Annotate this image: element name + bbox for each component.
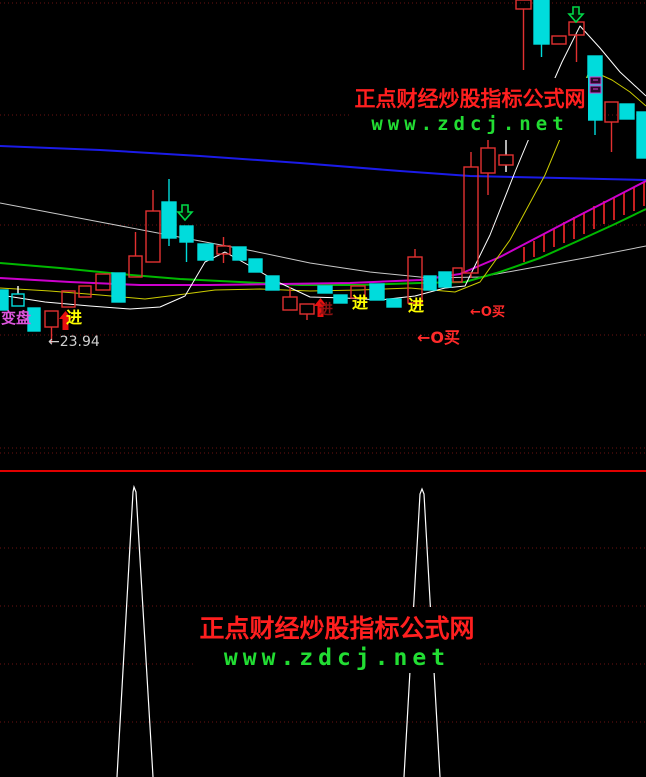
- label-jin-1: 进: [66, 308, 83, 327]
- label-jin-2: 进: [319, 302, 333, 318]
- sell-down-arrow-icon: [567, 6, 585, 24]
- candle-body: [179, 225, 194, 243]
- buy-up-arrow-icon: [59, 311, 72, 330]
- candle-body: [438, 271, 452, 288]
- candle-body: [386, 298, 402, 308]
- candle-body: [619, 103, 635, 120]
- candle-body: [61, 290, 76, 308]
- candle-body: [407, 256, 423, 304]
- watermark-title-bottom: 正点财经炒股指标公式网: [199, 614, 475, 643]
- candle-body: [604, 101, 619, 123]
- candle-body: [551, 35, 567, 45]
- watermark-title-top: 正点财经炒股指标公式网: [354, 87, 586, 111]
- label-buy-signal-1: ←O买: [470, 305, 505, 320]
- candle-body: [0, 289, 9, 311]
- candle-body: [145, 210, 161, 263]
- sell-down-arrow-icon: [176, 204, 194, 222]
- candle-body: [333, 294, 348, 304]
- candle-body: [128, 255, 143, 278]
- watermark-url-bottom: www.zdcj.net: [223, 645, 451, 671]
- candle-body: [11, 293, 25, 307]
- candle-body: [216, 245, 231, 255]
- candle-body: [44, 310, 59, 328]
- candle-body: [369, 283, 385, 301]
- buy-up-arrow-icon: [314, 298, 327, 317]
- candle-body: [452, 267, 463, 283]
- candle-body: [111, 272, 126, 303]
- candle-body: [232, 246, 247, 261]
- spike-2: [403, 487, 441, 777]
- candle-body: [423, 275, 437, 291]
- candle-body: [480, 147, 496, 174]
- ma-gray-long: [0, 202, 646, 279]
- candle-body: [317, 285, 333, 294]
- candle-body: [95, 273, 111, 291]
- ma-magenta: [0, 180, 646, 286]
- candle-body: [498, 154, 514, 166]
- ma-white-short: [0, 25, 646, 310]
- candle-body: [282, 296, 298, 311]
- label-bianpan: 变盘: [1, 309, 32, 327]
- candle-body: [515, 0, 532, 10]
- watermark-box-top: 正点财经炒股指标公式网 www.zdcj.net: [352, 78, 588, 140]
- candle-body: [78, 285, 92, 298]
- ma-blue: [0, 145, 646, 181]
- candle-body: [299, 303, 315, 315]
- ma-green: [0, 208, 646, 286]
- candle-body: [248, 258, 263, 273]
- watermark-box-bottom: 正点财经炒股指标公式网 www.zdcj.net: [194, 607, 480, 673]
- candle-body: [161, 201, 177, 239]
- candle-body: [27, 307, 41, 332]
- label-jin-4: 进: [408, 296, 425, 315]
- spike-1: [116, 484, 154, 777]
- candle-body: [636, 111, 646, 159]
- candle-body: [265, 275, 280, 291]
- candle-body: [463, 166, 479, 274]
- candle-body: [197, 243, 214, 261]
- candle-body: [350, 285, 366, 299]
- watermark-url-top: www.zdcj.net: [371, 113, 569, 135]
- label-buy-signal-2: ←O买: [417, 328, 461, 347]
- candle-body: [533, 0, 550, 45]
- label-price-23-94: ←23.94: [48, 334, 100, 350]
- label-jin-3: 进: [352, 293, 369, 312]
